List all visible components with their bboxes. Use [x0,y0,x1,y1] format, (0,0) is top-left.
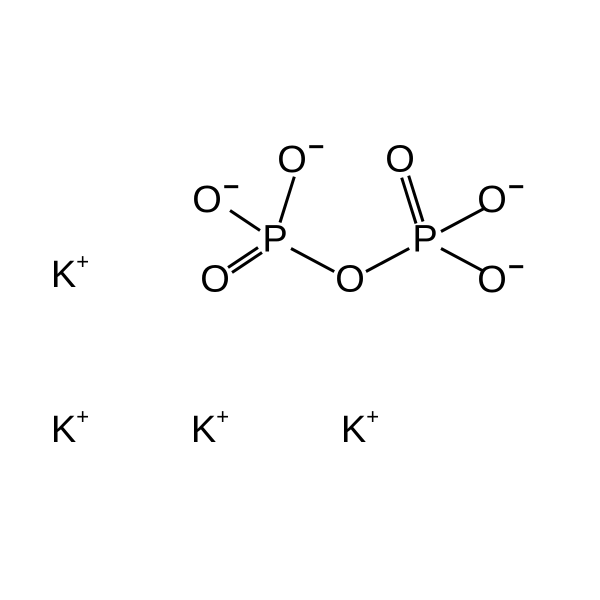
atom-charge [222,174,238,199]
minus-icon [509,265,523,268]
atom-label: O [192,179,222,221]
bond-line [279,177,296,224]
atom-o3: O [200,259,230,302]
atom-label: O [477,179,507,221]
atom-k3: K+ [191,408,229,452]
atom-k2: K+ [51,408,89,452]
atom-charge [507,254,523,279]
bond-line [290,247,335,273]
atom-charge: + [366,404,379,429]
minus-icon [224,185,238,188]
atom-label: O [277,139,307,181]
structure-canvas: K+K+K+K+POOOOPOOO [0,0,600,600]
atom-o6: O [477,258,523,302]
atom-label: O [335,259,365,301]
atom-label: P [262,219,287,261]
minus-icon [309,145,323,148]
atom-label: O [477,259,507,301]
atom-charge [507,174,523,199]
bond-line [365,247,410,273]
atom-o4: O [385,139,415,182]
atom-label: K [341,409,366,451]
atom-label: K [191,409,216,451]
atom-charge: + [76,249,89,274]
atom-ob: O [335,259,365,302]
atom-label: K [51,254,76,296]
atom-k1: K+ [51,253,89,297]
atom-k4: K+ [341,408,379,452]
atom-o5: O [477,178,523,222]
minus-icon [509,185,523,188]
atom-p2: P [412,219,437,262]
atom-o2: O [277,138,323,182]
atom-label: O [385,139,415,181]
atom-charge: + [216,404,229,429]
atom-label: K [51,409,76,451]
atom-label: P [412,219,437,261]
atom-charge [307,134,323,159]
atom-charge: + [76,404,89,429]
atom-label: O [200,259,230,301]
atom-o1: O [192,178,238,222]
atom-p1: P [262,219,287,262]
